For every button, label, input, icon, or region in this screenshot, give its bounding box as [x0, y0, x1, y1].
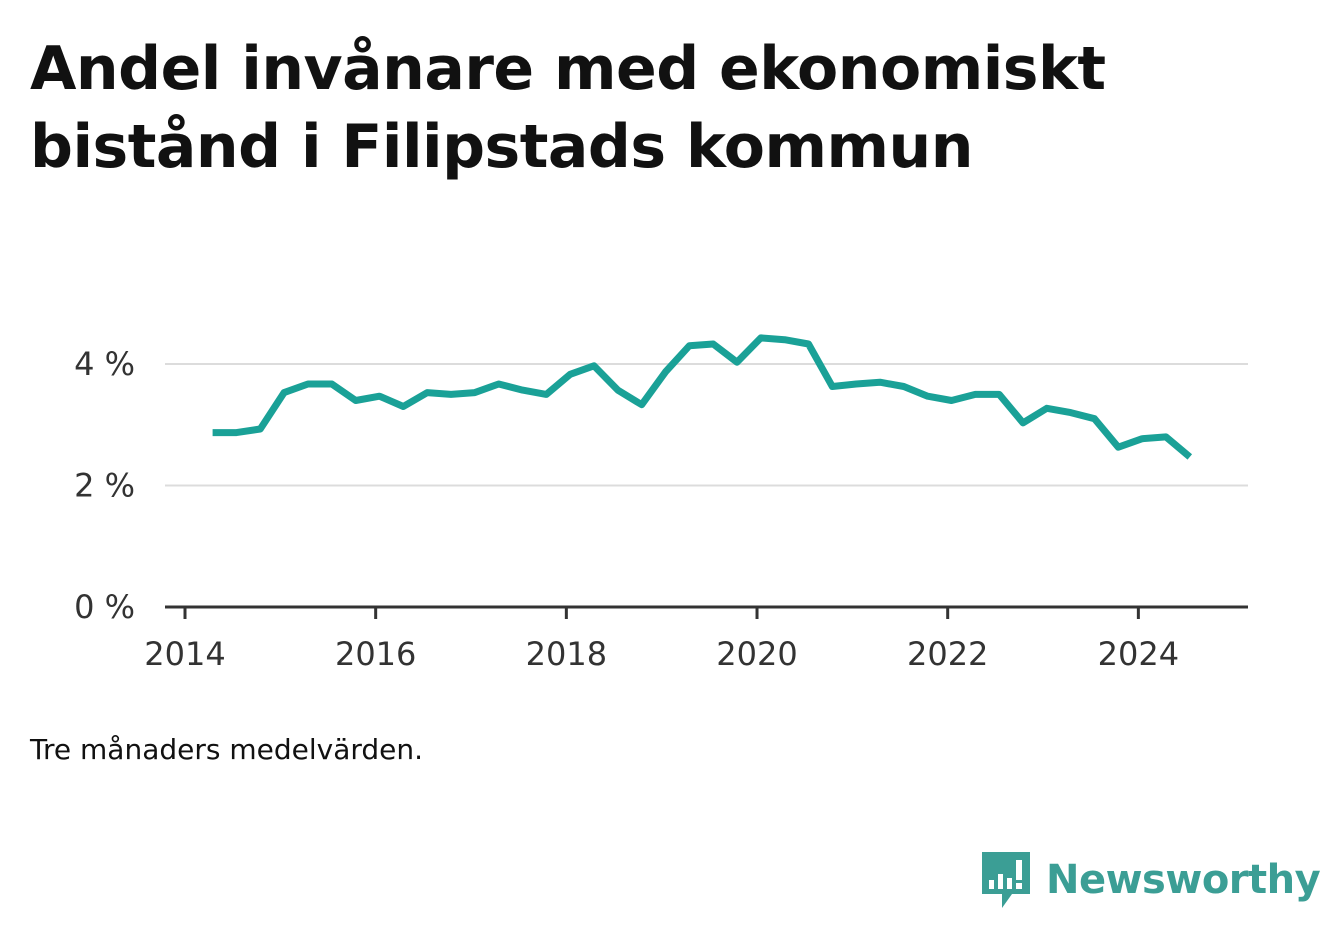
y-axis-labels: 0 % 2 % 4 %	[74, 345, 135, 626]
brand-name: Newsworthy	[1046, 857, 1321, 903]
x-tick-label: 2020	[716, 635, 797, 673]
grid-lines	[165, 363, 1248, 487]
x-tick-label: 2022	[907, 635, 988, 673]
y-tick-label: 2 %	[74, 467, 135, 505]
chart-title: Andel invånare med ekonomiskt bistånd i …	[30, 34, 1106, 182]
y-tick-label: 0 %	[74, 588, 135, 626]
x-axis-labels: 2014 2016 2018 2020 2022 2024	[144, 635, 1179, 673]
newsworthy-logo[interactable]: Newsworthy	[980, 850, 1321, 910]
series-layer	[212, 334, 1193, 460]
series-line	[212, 334, 1193, 460]
x-tick-label: 2018	[526, 635, 607, 673]
y-tick-label: 4 %	[74, 345, 135, 383]
chart-note: Tre månaders medelvärden.	[30, 733, 424, 766]
x-axis-ticks	[183, 607, 1140, 619]
newsworthy-logo-icon	[982, 852, 1030, 908]
x-tick-label: 2016	[335, 635, 416, 673]
x-tick-label: 2014	[144, 635, 225, 673]
x-tick-label: 2024	[1098, 635, 1179, 673]
